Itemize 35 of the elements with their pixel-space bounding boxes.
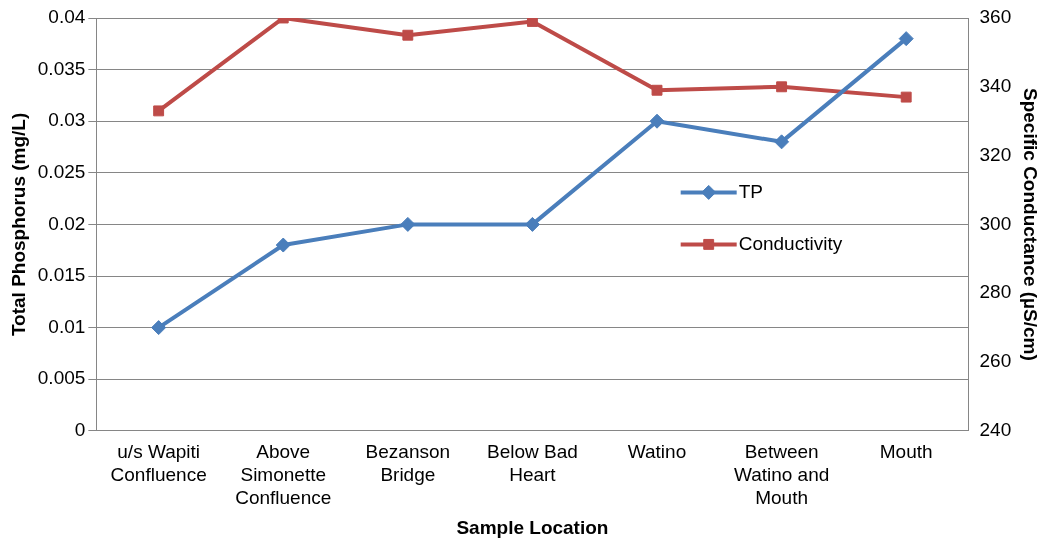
- legend-label: Conductivity: [738, 232, 843, 254]
- y-tick-label: 0.01: [48, 315, 86, 337]
- point: [524, 216, 540, 232]
- y2-axis-title: Specific Conductance (µS/cm): [1020, 88, 1042, 361]
- x-tick-label: Mouth: [879, 441, 933, 463]
- point: [275, 237, 291, 253]
- x-tick-label: Between Watino and Mouth: [733, 441, 830, 509]
- y2-tick-label: 340: [979, 75, 1012, 97]
- legend-label: TP: [738, 180, 763, 202]
- point: [649, 113, 665, 129]
- y2-tick-label: 360: [979, 6, 1012, 28]
- y-tick-label: 0.035: [37, 57, 86, 79]
- x-tick-label: Watino: [627, 441, 687, 463]
- y-tick-label: 0.04: [48, 6, 86, 28]
- y2-tick-label: 260: [979, 350, 1012, 372]
- x-tick-label: Above Simonette Confluence: [235, 441, 332, 509]
- x-axis-title: Sample Location: [456, 516, 609, 538]
- x-tick-label: Bezanson Bridge: [365, 441, 451, 486]
- y2-tick-label: 300: [979, 212, 1012, 234]
- point: [774, 134, 790, 150]
- y-tick-label: 0.02: [48, 212, 86, 234]
- y-tick-label: 0.005: [37, 367, 86, 389]
- y-tick-label: 0.03: [48, 109, 86, 131]
- x-tick-label: Below Bad Heart: [487, 441, 578, 486]
- y-tick-label: 0: [74, 419, 86, 441]
- y-tick-label: 0.025: [37, 161, 86, 183]
- y2-tick-label: 320: [979, 143, 1012, 165]
- point: [151, 320, 167, 336]
- y-tick-label: 0.015: [37, 264, 86, 286]
- y-axis-title: Total Phosphorus (mg/L): [7, 112, 29, 337]
- x-tick-label: u/s Wapiti Confluence: [110, 441, 207, 486]
- y2-tick-label: 280: [979, 281, 1012, 303]
- point: [898, 31, 914, 47]
- y2-tick-label: 240: [979, 419, 1012, 441]
- point: [400, 216, 416, 232]
